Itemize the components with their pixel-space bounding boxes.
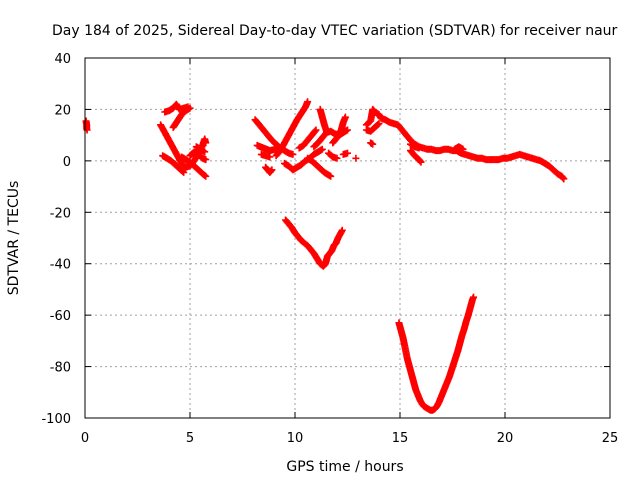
y-tick-label: -100: [41, 412, 71, 427]
data-point: [202, 139, 210, 147]
y-tick-label: -40: [50, 258, 71, 273]
x-tick-label: 0: [81, 431, 89, 446]
data-point: [323, 127, 330, 135]
data-point: [560, 175, 568, 183]
y-axis-label: SDTVAR / TECUs: [6, 181, 22, 296]
x-tick-label: 25: [602, 431, 619, 446]
data-point: [327, 172, 335, 180]
data-point: [344, 149, 351, 157]
data-point: [415, 144, 423, 152]
data-point: [202, 156, 210, 164]
data-point: [304, 98, 312, 106]
plot-frame: [84, 57, 611, 419]
data-point: [417, 158, 425, 166]
data-point: [202, 172, 210, 180]
y-tick-label: -20: [50, 206, 71, 221]
x-tick-label: 10: [287, 431, 304, 446]
data-point: [318, 145, 326, 153]
data-point: [333, 154, 341, 162]
y-tick-label: -60: [50, 309, 71, 324]
y-tick-label: -80: [50, 361, 71, 376]
chart-title: Day 184 of 2025, Sidereal Day-to-day VTE…: [52, 23, 618, 39]
data-points-layer: [82, 98, 568, 414]
data-point: [375, 120, 383, 128]
data-point: [268, 166, 276, 174]
data-point: [289, 150, 297, 158]
data-point: [266, 153, 274, 161]
x-tick-label: 20: [497, 431, 514, 446]
data-point: [186, 104, 194, 112]
tick-layer: -100 -80 -60 -40 -20 0 20 40 0 5 10 15 20 25: [41, 52, 618, 446]
data-point: [201, 171, 209, 179]
data-point: [338, 226, 346, 234]
x-tick-label: 15: [392, 431, 409, 446]
data-point: [180, 168, 188, 176]
data-point: [179, 167, 187, 175]
data-point: [311, 127, 319, 135]
data-point: [201, 148, 209, 156]
data-point: [352, 154, 360, 162]
data-point: [369, 140, 377, 148]
data-point: [459, 145, 467, 153]
data-point: [344, 126, 351, 134]
data-point: [374, 121, 382, 129]
y-tick-label: 20: [54, 103, 71, 118]
y-tick-label: 0: [63, 155, 71, 170]
data-point: [312, 126, 320, 134]
y-tick-label: 40: [54, 52, 71, 67]
x-axis-label: GPS time / hours: [286, 459, 403, 475]
x-tick-label: 5: [186, 431, 194, 446]
data-point: [470, 293, 477, 301]
data-point: [341, 113, 349, 121]
